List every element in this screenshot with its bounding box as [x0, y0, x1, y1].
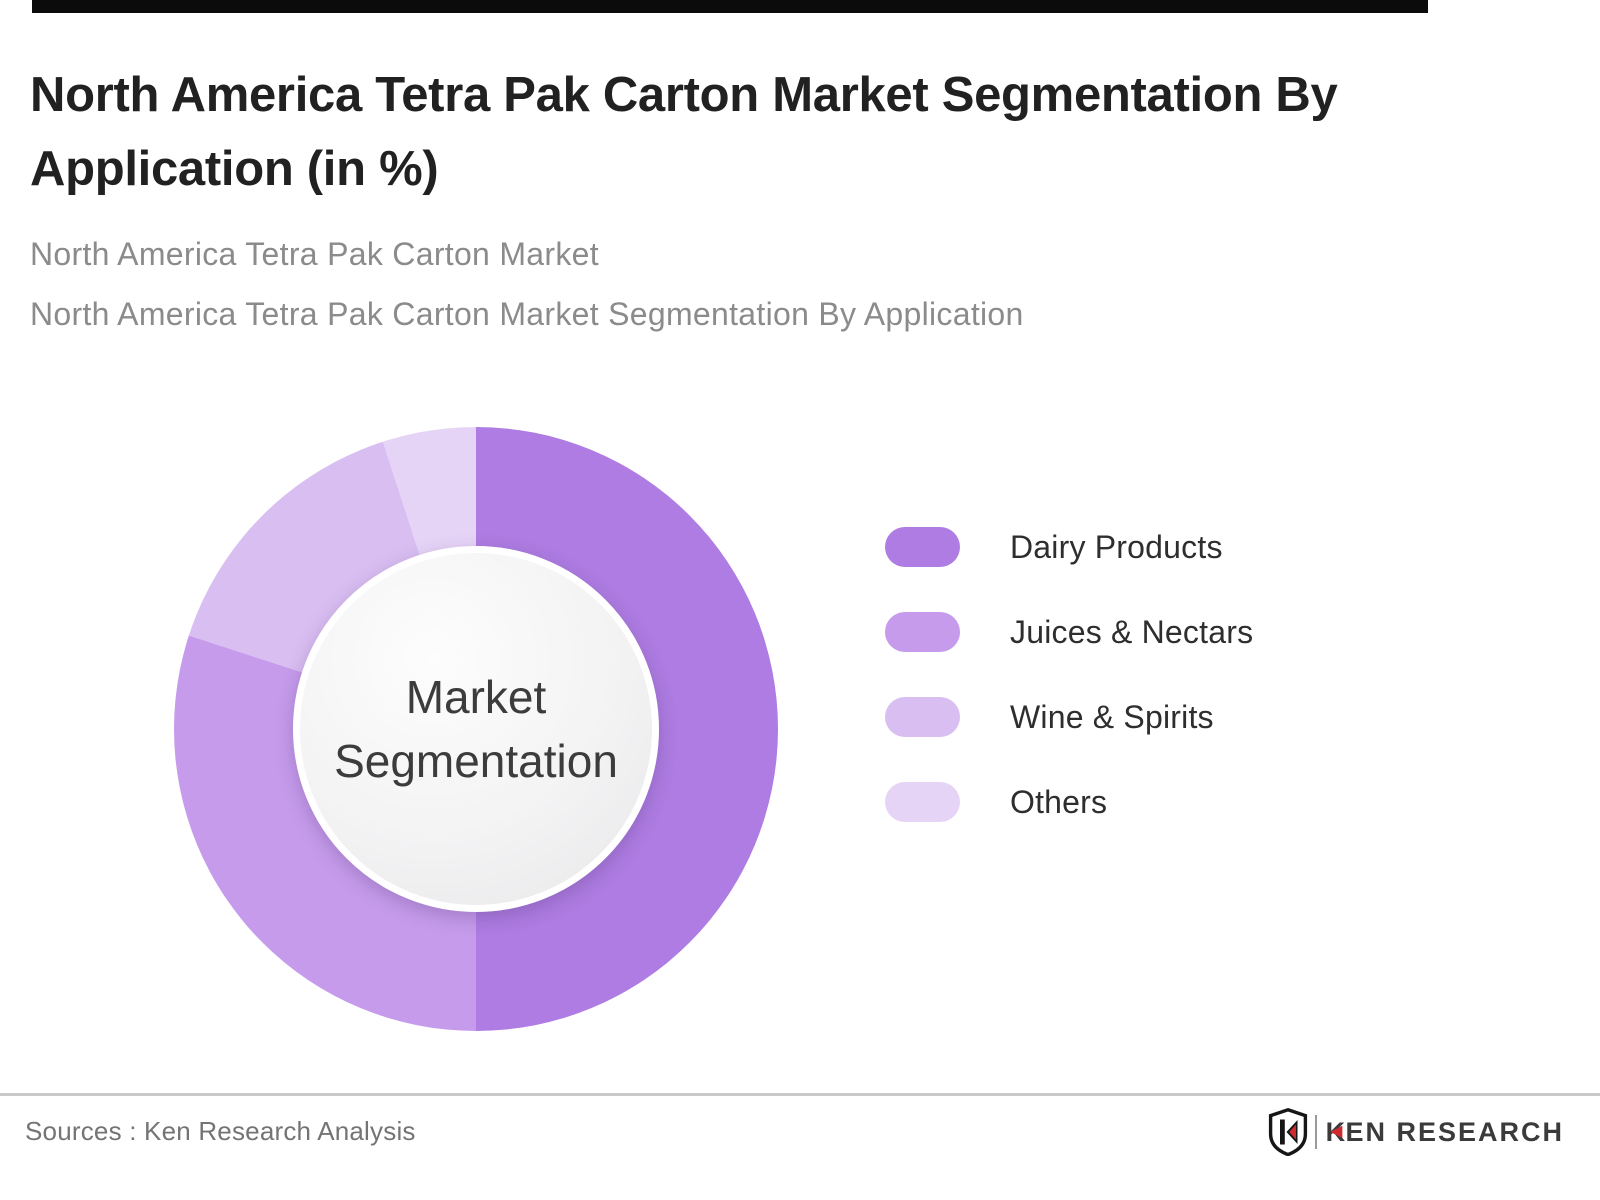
logo-letter-k: K [1325, 1116, 1348, 1147]
donut-center-label-line2: Segmentation [334, 735, 618, 787]
legend-swatch-others [885, 782, 960, 822]
subtitle-market: North America Tetra Pak Carton Market [30, 236, 599, 272]
legend-swatch-dairy-products [885, 527, 960, 567]
legend-label-others: Others [1010, 783, 1108, 820]
donut-chart: Market Segmentation [174, 427, 778, 1031]
legend-label-wine-spirits: Wine & Spirits [1010, 698, 1214, 735]
legend-item-juices-nectars: Juices & Nectars [885, 612, 1253, 652]
legend-swatch-wine-spirits [885, 697, 960, 737]
legend-item-others: Others [885, 782, 1253, 822]
ken-research-logo: K ◀ EN RESEARCH [1268, 1107, 1564, 1157]
logo-wordmark: K ◀ EN RESEARCH [1326, 1117, 1564, 1148]
legend-item-dairy-products: Dairy Products [885, 527, 1253, 567]
footer-divider [0, 1093, 1600, 1096]
legend-item-wine-spirits: Wine & Spirits [885, 697, 1253, 737]
logo-rest: EN RESEARCH [1345, 1116, 1564, 1147]
top-accent-bar [32, 0, 1428, 13]
donut-center-label: Market Segmentation [334, 665, 618, 793]
legend-label-dairy-products: Dairy Products [1010, 528, 1223, 565]
legend-swatch-juices-nectars [885, 612, 960, 652]
donut-center-circle: Market Segmentation [293, 546, 659, 912]
donut-center-label-line1: Market [405, 671, 547, 723]
ken-research-shield-icon [1268, 1108, 1307, 1156]
logo-separator [1314, 1115, 1317, 1149]
legend: Dairy Products Juices & Nectars Wine & S… [885, 527, 1253, 867]
subtitle-segmentation: North America Tetra Pak Carton Market Se… [30, 296, 1024, 332]
page-title: North America Tetra Pak Carton Market Se… [30, 68, 1338, 196]
source-text: Sources : Ken Research Analysis [25, 1116, 416, 1146]
red-arrow-icon: ◀ [1330, 1123, 1345, 1140]
legend-label-juices-nectars: Juices & Nectars [1010, 613, 1254, 650]
